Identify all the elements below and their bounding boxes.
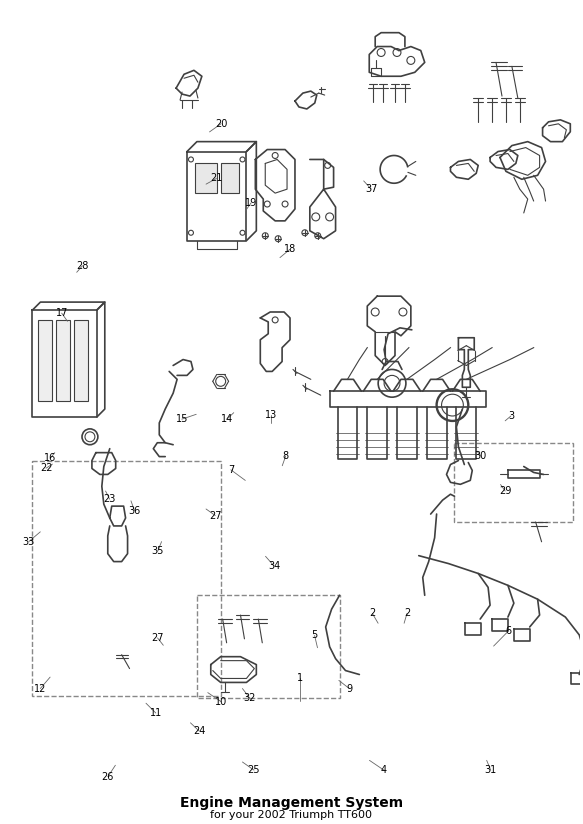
- Text: 7: 7: [228, 465, 234, 475]
- Bar: [33, 461, 221, 696]
- Text: 31: 31: [484, 765, 497, 775]
- Bar: [197, 595, 339, 698]
- Text: 27: 27: [209, 511, 222, 521]
- Circle shape: [85, 432, 95, 442]
- Text: for your 2002 Triumph TT600: for your 2002 Triumph TT600: [210, 810, 373, 820]
- Text: 5: 5: [311, 630, 318, 640]
- Text: 26: 26: [101, 771, 114, 782]
- Text: Engine Management System: Engine Management System: [180, 796, 403, 810]
- Text: 18: 18: [284, 245, 296, 255]
- Bar: [57, 320, 70, 401]
- Text: 25: 25: [248, 765, 260, 775]
- Text: 24: 24: [193, 726, 205, 736]
- Text: 32: 32: [244, 693, 256, 704]
- Bar: [195, 163, 217, 193]
- Text: 2: 2: [369, 608, 375, 619]
- Text: 17: 17: [55, 308, 68, 318]
- Text: 2: 2: [404, 608, 410, 619]
- Text: 36: 36: [128, 506, 141, 516]
- Text: 13: 13: [265, 410, 278, 420]
- Text: 21: 21: [210, 173, 223, 184]
- Text: 29: 29: [499, 486, 511, 496]
- Text: 15: 15: [175, 414, 188, 424]
- Text: 34: 34: [268, 561, 280, 571]
- Text: 35: 35: [152, 546, 164, 556]
- Text: 37: 37: [365, 184, 377, 194]
- Bar: [74, 320, 88, 401]
- Text: 33: 33: [23, 536, 35, 546]
- Bar: [454, 442, 573, 522]
- Text: 12: 12: [34, 684, 47, 694]
- Text: 28: 28: [76, 260, 89, 271]
- Text: 9: 9: [346, 684, 352, 694]
- Text: 23: 23: [103, 494, 116, 504]
- Circle shape: [441, 394, 463, 416]
- Bar: [38, 320, 52, 401]
- Bar: [221, 163, 238, 193]
- Text: 19: 19: [245, 198, 257, 208]
- Text: 8: 8: [283, 451, 289, 461]
- Text: 14: 14: [221, 414, 233, 424]
- Text: 30: 30: [475, 451, 487, 461]
- Text: 3: 3: [508, 411, 514, 421]
- Text: 11: 11: [150, 708, 162, 718]
- Text: 10: 10: [215, 696, 227, 707]
- Text: 6: 6: [505, 626, 511, 636]
- Text: 27: 27: [151, 633, 164, 643]
- Text: 16: 16: [44, 453, 56, 463]
- Text: 4: 4: [381, 765, 387, 775]
- Text: 1: 1: [297, 673, 303, 683]
- Text: 22: 22: [40, 463, 52, 473]
- Text: 20: 20: [215, 119, 227, 129]
